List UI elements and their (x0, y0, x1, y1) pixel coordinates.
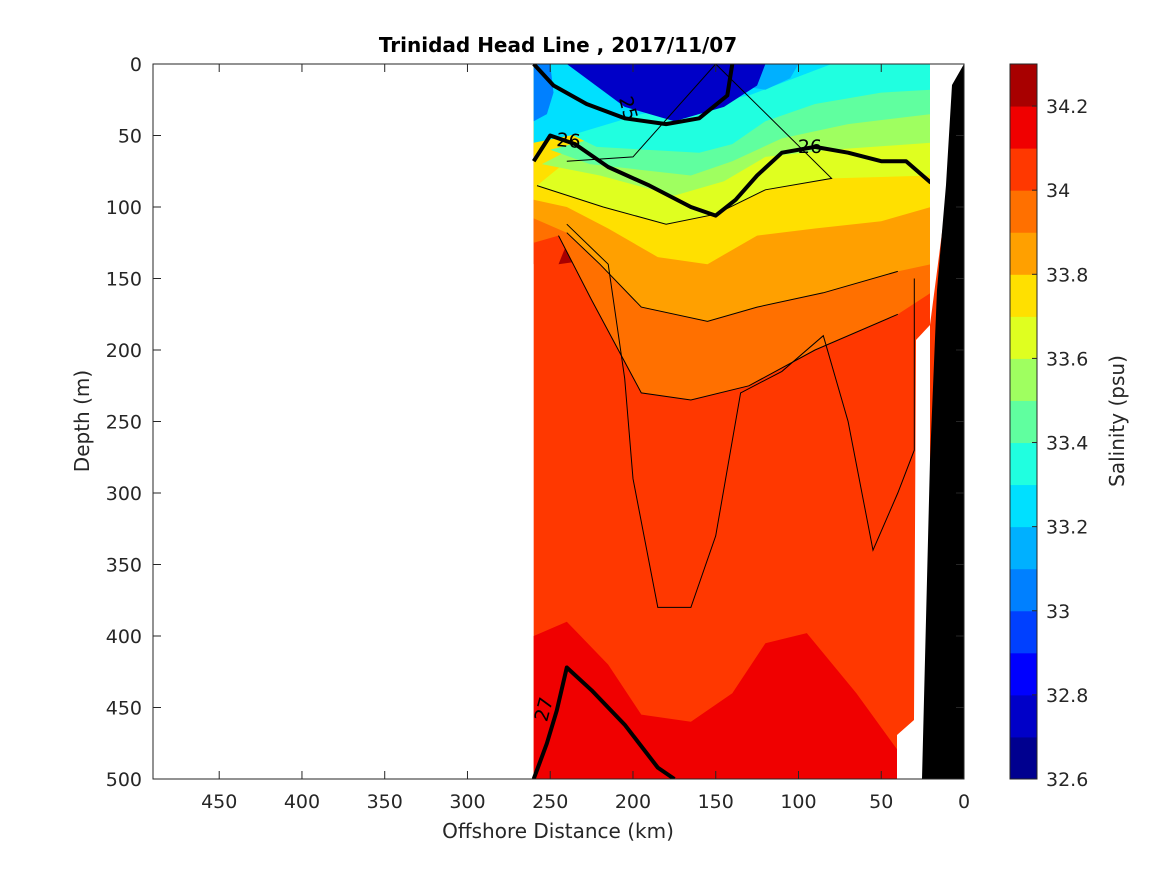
salinity-band-34-1 (533, 621, 902, 779)
colorbar-tick-label: 32.6 (1046, 769, 1088, 791)
colorbar-swatch (1010, 400, 1037, 444)
colorbar-tick-label: 34 (1046, 180, 1070, 202)
y-tick-label: 50 (118, 126, 142, 148)
y-tick-label: 200 (106, 340, 142, 362)
coast-mask (897, 64, 964, 779)
colorbar-ticks: 32.6 32.8 33 33.2 33.4 33.6 33.8 34 34.2 (1032, 96, 1088, 791)
y-axis-ticks: 0 50 100 150 200 250 300 350 400 450 500 (106, 54, 964, 791)
colorbar-swatch (1010, 736, 1037, 780)
colorbar-tick-label: 34.2 (1046, 96, 1088, 118)
colorbar-frame (1009, 63, 1038, 780)
y-tick-label: 350 (106, 555, 142, 577)
thin-contour-line (536, 64, 833, 225)
y-tick-label: 250 (106, 412, 142, 434)
colorbar-swatch (1010, 64, 1037, 107)
y-tick-label: 0 (130, 54, 142, 76)
x-tick-label: 100 (780, 791, 816, 813)
colorbar-swatch (1010, 610, 1037, 654)
colorbar-tick-label: 32.8 (1046, 685, 1088, 707)
density-contour-26 (532, 133, 933, 218)
y-tick-label: 500 (106, 769, 142, 791)
colorbar-swatch (1010, 358, 1037, 401)
colorbar-swatch (1010, 652, 1037, 696)
colorbar-swatch (1010, 316, 1037, 359)
x-tick-label: 50 (869, 791, 893, 813)
nodata-white-region (897, 64, 964, 779)
thin-contour-line (566, 223, 915, 608)
colorbar-tick-label: 33.8 (1046, 264, 1088, 286)
colorbar-swatch (1010, 442, 1037, 486)
x-axis-label: Offshore Distance (km) (442, 819, 674, 843)
colorbar-swatch (1010, 148, 1037, 191)
x-tick-label: 300 (449, 791, 485, 813)
y-axis-label: Depth (m) (70, 370, 94, 472)
chart-title: Trinidad Head Line , 2017/11/07 (379, 33, 737, 57)
x-tick-label: 250 (532, 791, 568, 813)
colorbar-swatch (1010, 274, 1037, 317)
colorbar-swatch (1010, 526, 1037, 570)
y-tick-label: 300 (106, 483, 142, 505)
x-tick-label: 200 (615, 791, 651, 813)
colorbar-swatch (1010, 190, 1037, 233)
x-tick-label: 450 (201, 791, 237, 813)
contour-label-26-right: 26 (798, 136, 822, 158)
colorbar-tick-label: 33.2 (1046, 517, 1088, 539)
x-axis-ticks: 450 400 350 300 250 200 150 100 50 0 (201, 64, 970, 813)
colorbar-swatch (1010, 484, 1037, 528)
colorbar-tick-label: 33.6 (1046, 348, 1088, 370)
colorbar-tick-label: 33 (1046, 601, 1070, 623)
y-tick-label: 400 (106, 626, 142, 648)
contour-label-26-left: 26 (556, 129, 582, 153)
colorbar-swatch (1010, 568, 1037, 612)
x-tick-label: 150 (698, 791, 734, 813)
density-contour-25 (532, 64, 735, 127)
y-tick-label: 100 (106, 197, 142, 219)
x-tick-label: 0 (958, 791, 970, 813)
thin-contour-line (558, 235, 898, 401)
salinity-filled-contours (533, 64, 964, 779)
colorbar-swatch (1010, 106, 1037, 149)
land-bottom-black (922, 64, 964, 779)
y-tick-label: 150 (106, 269, 142, 291)
density-contour-27 (531, 665, 676, 779)
colorbar-label: Salinity (psu) (1105, 355, 1129, 487)
thin-contour-line (566, 232, 898, 322)
colorbar-tick-label: 33.4 (1046, 433, 1088, 455)
colorbar-swatch (1010, 694, 1037, 738)
colorbar-swatches (1010, 64, 1037, 780)
density-contour-lines (531, 64, 933, 779)
colorbar: 32.6 32.8 33 33.2 33.4 33.6 33.8 34 34.2 Salinit… (1009, 63, 1129, 791)
y-tick-label: 450 (106, 698, 142, 720)
colorbar-swatch (1010, 232, 1037, 275)
x-tick-label: 350 (367, 791, 403, 813)
x-tick-label: 400 (284, 791, 320, 813)
